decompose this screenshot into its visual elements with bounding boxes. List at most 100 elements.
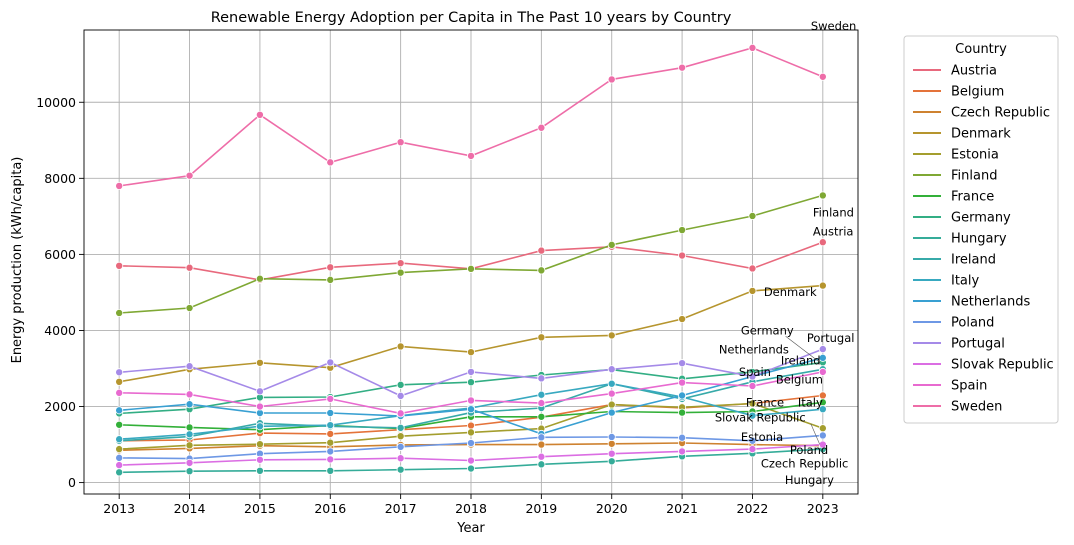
x-tick-label: 2015: [244, 501, 276, 516]
x-tick-label: 2022: [737, 501, 769, 516]
end-annotations: Austria Belgium Czech Republic Denmark Eston…: [715, 19, 856, 487]
data-point: [466, 378, 475, 387]
legend-label: France: [951, 190, 994, 205]
x-tick-label: 2021: [666, 501, 698, 516]
data-point: [115, 461, 124, 470]
data-point: [185, 441, 194, 450]
data-point: [537, 460, 546, 469]
end-label: Hungary: [785, 473, 834, 487]
legend-label: Ireland: [951, 253, 996, 268]
y-tick-label: 0: [68, 475, 76, 490]
data-point: [396, 423, 405, 432]
legend-label: Italy: [951, 274, 980, 289]
legend-label: Netherlands: [951, 295, 1030, 310]
legend-item: Finland: [913, 169, 997, 184]
data-point: [537, 374, 546, 383]
end-label: Sweden: [811, 19, 856, 33]
data-point: [818, 191, 827, 200]
legend-label: Austria: [951, 64, 997, 79]
data-point: [326, 466, 335, 475]
data-point: [537, 399, 546, 408]
data-point: [466, 464, 475, 473]
legend-item: Austria: [913, 64, 997, 79]
legend-item: Netherlands: [913, 295, 1030, 310]
x-tick-label: 2020: [596, 501, 628, 516]
data-point: [818, 424, 827, 433]
end-label: Italy: [798, 396, 823, 410]
legend-label: Spain: [951, 379, 987, 394]
data-point: [255, 440, 264, 449]
data-point: [607, 389, 616, 398]
end-label: France: [746, 396, 784, 410]
data-point: [607, 75, 616, 84]
data-point: [115, 420, 124, 429]
data-point: [255, 274, 264, 283]
data-point: [678, 63, 687, 72]
data-point: [466, 264, 475, 273]
data-point: [466, 396, 475, 405]
y-axis-title: Energy production (kWh/capita): [10, 157, 25, 364]
legend-item: Poland: [913, 316, 994, 331]
data-point: [255, 455, 264, 464]
data-point: [396, 442, 405, 451]
data-point: [115, 388, 124, 397]
end-label: Portugal: [807, 331, 855, 345]
data-point: [115, 368, 124, 377]
data-point: [678, 433, 687, 442]
data-point: [818, 353, 827, 362]
legend-item: Slovak Republic: [913, 358, 1054, 373]
data-point: [678, 408, 687, 417]
data-point: [185, 390, 194, 399]
data-point: [537, 433, 546, 442]
y-tick-label: 4000: [44, 323, 76, 338]
series-portugal: [115, 345, 827, 400]
data-point: [115, 468, 124, 477]
legend-label: Portugal: [951, 337, 1005, 352]
legend-item: Hungary: [913, 232, 1007, 247]
data-point: [115, 445, 124, 454]
data-point: [818, 367, 827, 376]
data-point: [537, 266, 546, 275]
data-point: [537, 440, 546, 449]
data-point: [185, 467, 194, 476]
data-point: [396, 465, 405, 474]
data-point: [255, 466, 264, 475]
data-point: [607, 432, 616, 441]
data-point: [818, 72, 827, 81]
data-point: [255, 422, 264, 431]
legend-item: Ireland: [913, 253, 996, 268]
x-tick-label: 2014: [174, 501, 206, 516]
data-point: [326, 438, 335, 447]
data-point: [818, 281, 827, 290]
y-tick-label: 8000: [44, 171, 76, 186]
data-point: [185, 304, 194, 313]
data-point: [115, 181, 124, 190]
data-point: [678, 251, 687, 260]
legend-label: Finland: [951, 169, 997, 184]
data-point: [607, 408, 616, 417]
data-point: [115, 406, 124, 415]
data-point: [748, 399, 757, 408]
x-tick-label: 2013: [103, 501, 135, 516]
data-point: [466, 439, 475, 448]
data-point: [255, 402, 264, 411]
data-point: [396, 409, 405, 418]
legend-label: Denmark: [951, 127, 1011, 142]
data-point: [537, 452, 546, 461]
data-point: [466, 456, 475, 465]
series-sweden: [115, 43, 827, 190]
data-point: [537, 333, 546, 342]
end-label: Czech Republic: [761, 456, 849, 470]
data-point: [396, 391, 405, 400]
data-point: [396, 342, 405, 351]
annotation-leader: [785, 336, 821, 363]
data-point: [185, 400, 194, 409]
data-point: [396, 432, 405, 441]
legend-item: Portugal: [913, 337, 1005, 352]
data-point: [185, 458, 194, 467]
data-point: [748, 211, 757, 220]
data-point: [185, 423, 194, 432]
legend-label: Slovak Republic: [951, 358, 1054, 373]
data-point: [115, 435, 124, 444]
legend-item: Denmark: [913, 127, 1011, 142]
